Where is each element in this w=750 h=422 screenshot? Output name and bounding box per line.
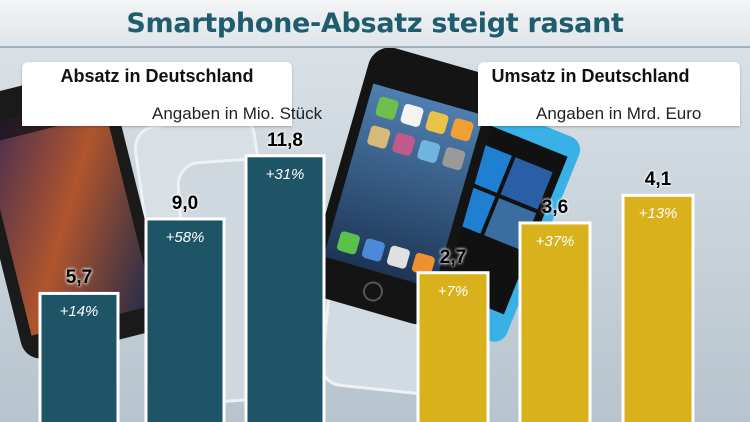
iphone-icon <box>308 47 500 325</box>
title-band: Smartphone-Absatz steigt rasant <box>0 0 750 48</box>
android-phone-icon <box>0 68 168 359</box>
sales-bar-value-label: 9,0 <box>171 192 199 214</box>
sales-bar-value-label: 11,8 <box>267 129 303 151</box>
revenue-bar-change-label: +13% <box>638 205 678 223</box>
revenue-chart-title: Umsatz in Deutschland <box>491 66 690 86</box>
sales-bar-change-label: +31% <box>265 165 305 183</box>
sales-bar-change-label: +58% <box>165 228 205 246</box>
sales-chart-unit: Angaben in Mio. Stück <box>152 104 323 123</box>
revenue-bar-value-label: 4,1 <box>644 169 672 191</box>
main-title: Smartphone-Absatz steigt rasant <box>126 7 624 39</box>
revenue-bar-change-label: +7% <box>437 282 469 300</box>
revenue-bar-change-label: +37% <box>535 232 575 250</box>
sales-chart-title: Absatz in Deutschland <box>60 66 254 86</box>
revenue-bar-value-label: 3,6 <box>541 196 569 218</box>
sales-bar-change-label: +14% <box>59 303 99 321</box>
revenue-chart-unit: Angaben in Mrd. Euro <box>536 104 702 123</box>
sales-bar <box>244 154 326 422</box>
revenue-bar <box>518 221 592 422</box>
revenue-bar-value-label: 2,7 <box>439 246 467 268</box>
sales-bar <box>38 291 120 422</box>
sales-panel-header <box>22 62 292 126</box>
revenue-bar <box>621 193 695 422</box>
sales-bar <box>144 217 226 422</box>
revenue-bar <box>416 271 490 422</box>
sales-bar-value-label: 5,7 <box>65 267 93 289</box>
revenue-panel-header <box>478 62 740 126</box>
